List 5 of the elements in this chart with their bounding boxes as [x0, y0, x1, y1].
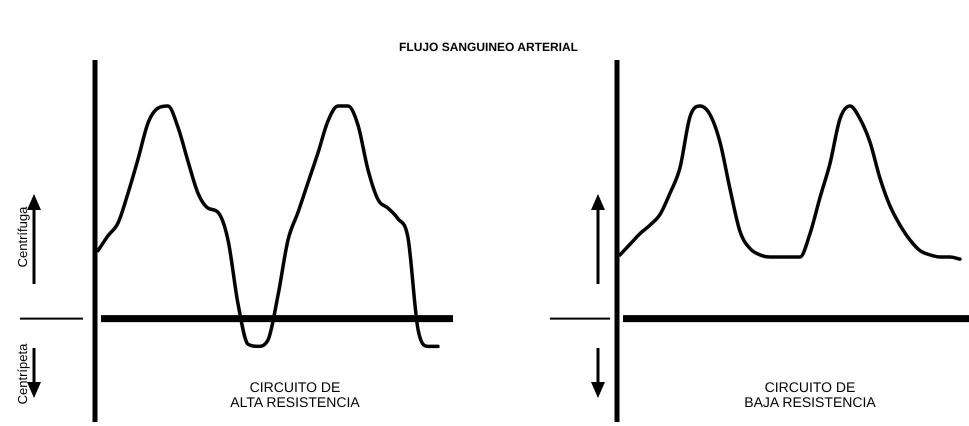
text: FLUJO SANGUINEO ARTERIAL — [398, 40, 579, 54]
y-axis-title: Centrífuga — [15, 206, 31, 270]
x-axis-title: CIRCUITO DE ALTA RESISTENCIA — [229, 379, 361, 410]
text: Centrípeta — [15, 342, 31, 406]
x-axis-title: CIRCUITO DE BAJA RESISTENCIA — [743, 379, 877, 410]
